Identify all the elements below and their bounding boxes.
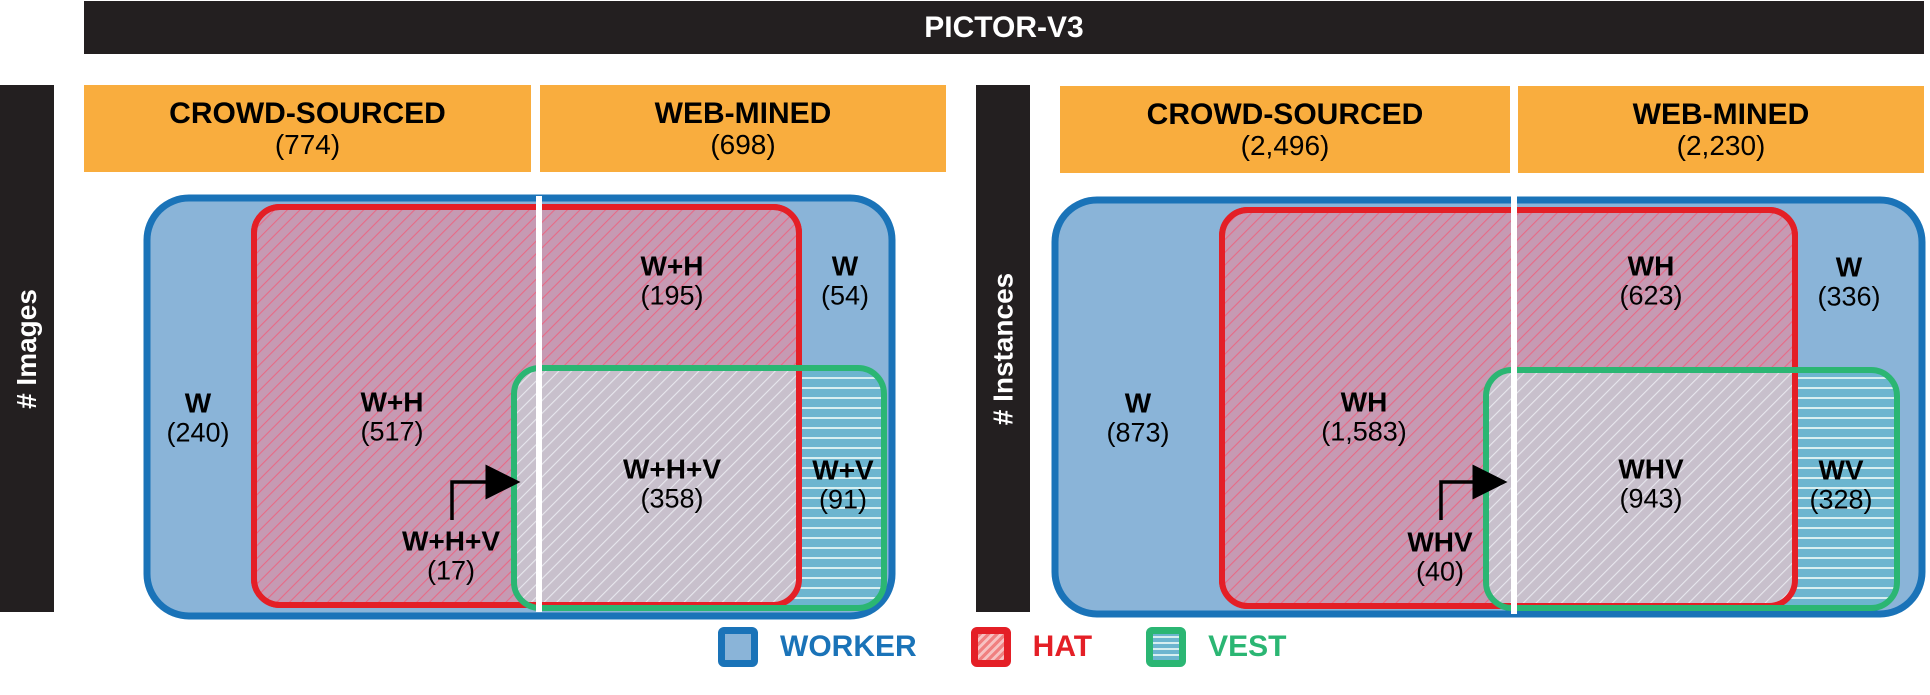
region-count: (873): [1106, 417, 1170, 448]
header-title: WEB-MINED: [1632, 97, 1810, 131]
region-count: (328): [1809, 484, 1873, 515]
legend: WORKER HAT VEST: [718, 627, 1286, 667]
legend-item-worker: WORKER: [718, 627, 917, 667]
region-label-wh-left: WH (1,583): [1321, 386, 1407, 447]
region-count: (1,583): [1321, 416, 1407, 447]
region-label-whv-left: WHV (40): [1407, 526, 1473, 587]
region-label-wh-right: WH (623): [1619, 250, 1683, 311]
legend-label: HAT: [1032, 630, 1093, 663]
legend-item-vest: VEST: [1146, 627, 1286, 667]
region-name: WH: [1627, 250, 1675, 282]
region-label-w-left: W (240): [166, 387, 230, 448]
worker-swatch-icon: [718, 627, 758, 667]
header-title: CROWD-SOURCED: [1146, 97, 1424, 131]
region-label-wh-right: W+H (195): [640, 250, 704, 311]
region-label-w-right: W (336): [1817, 251, 1881, 312]
region-label-w-left: W (873): [1106, 387, 1170, 448]
region-name: W+H+V: [401, 525, 501, 557]
side-label-images: # Images: [0, 85, 54, 612]
region-name: WHV: [1618, 453, 1684, 485]
region-label-whv-left: W+H+V (17): [401, 525, 501, 586]
region-count: (40): [1415, 556, 1465, 587]
legend-item-hat: HAT: [970, 627, 1093, 667]
region-name: W+H: [360, 386, 424, 418]
hat-vest-overlap: [514, 368, 799, 605]
region-label-wv-right: W+V (91): [812, 454, 874, 515]
header-count: (2,496): [1240, 129, 1330, 161]
region-name: W: [184, 387, 212, 419]
region-label-w-right: W (54): [820, 250, 870, 311]
arrow: [450, 464, 521, 520]
region-name: W: [1124, 387, 1152, 419]
region-name: W: [831, 250, 859, 282]
region-name: WH: [1340, 386, 1388, 418]
region-count: (54): [820, 280, 870, 311]
region-count: (943): [1619, 483, 1683, 514]
region-name: WV: [1818, 454, 1864, 486]
header-count: (698): [710, 128, 776, 160]
region-name: W+V: [812, 454, 874, 486]
region-name: W: [1835, 251, 1863, 283]
region-count: (336): [1817, 281, 1881, 312]
figure-title: PICTOR-V3: [84, 1, 1924, 54]
region-count: (195): [640, 280, 704, 311]
region-name: W+H: [640, 250, 704, 282]
hat-swatch-icon: [970, 627, 1011, 667]
vest-swatch-icon: [1146, 627, 1187, 667]
header-crowd-sourced-images: CROWD-SOURCED (774): [84, 85, 531, 172]
header-crowd-sourced-instances: CROWD-SOURCED (2,496): [1060, 86, 1510, 173]
region-count: (17): [426, 555, 475, 586]
region-count: (517): [360, 416, 424, 447]
region-label-whv-right: W+H+V (358): [622, 453, 722, 514]
region-label-whv-right: WHV (943): [1618, 453, 1684, 514]
region-label-wv-right: WV (328): [1809, 454, 1873, 515]
header-count: (774): [274, 128, 341, 160]
header-web-mined-instances: WEB-MINED (2,230): [1518, 86, 1924, 173]
region-name: WHV: [1407, 526, 1473, 558]
header-web-mined-images: WEB-MINED (698): [540, 85, 946, 172]
legend-label: WORKER: [780, 630, 917, 663]
region-count: (240): [166, 417, 230, 448]
venn-panel-images: [143, 194, 896, 620]
side-label-instances: # Instances: [976, 85, 1030, 612]
region-count: (91): [818, 484, 867, 515]
region-count: (623): [1619, 280, 1683, 311]
region-count: (358): [640, 483, 704, 514]
region-label-wh-left: W+H (517): [360, 386, 424, 447]
venn-panel-instances: [1051, 196, 1926, 618]
header-count: (2,230): [1676, 129, 1766, 161]
legend-label: VEST: [1208, 630, 1287, 663]
header-title: WEB-MINED: [654, 96, 832, 130]
region-name: W+H+V: [622, 453, 722, 485]
header-title: CROWD-SOURCED: [169, 96, 446, 130]
arrow: [1439, 464, 1508, 520]
